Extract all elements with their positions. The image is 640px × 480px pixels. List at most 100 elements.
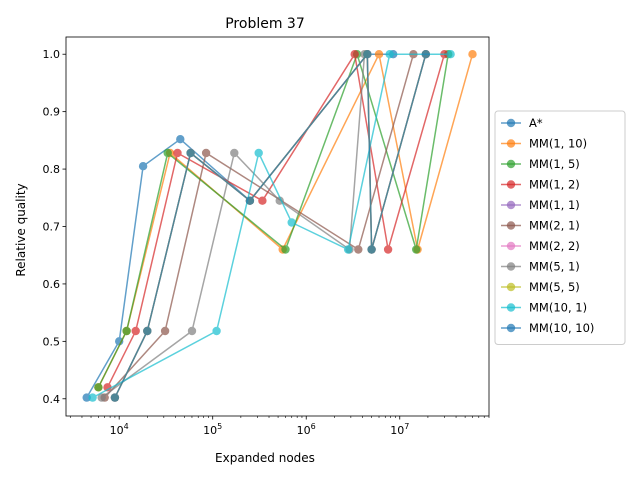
legend-entry: MM(5, 5) <box>501 280 580 294</box>
series-4 <box>110 50 430 402</box>
legend-entry: MM(10, 10) <box>501 321 594 335</box>
data-point <box>363 50 372 59</box>
data-point <box>82 393 91 402</box>
data-point <box>138 162 148 171</box>
data-point <box>421 50 430 59</box>
legend-marker <box>506 241 516 251</box>
data-point <box>412 245 421 254</box>
data-point <box>385 50 394 59</box>
data-point <box>122 326 131 336</box>
legend-entry: MM(10, 1) <box>501 301 587 315</box>
data-point <box>176 135 185 144</box>
y-tick-label: 0.8 <box>43 163 61 176</box>
legend-entry: MM(1, 5) <box>501 157 580 171</box>
series-line <box>97 51 474 388</box>
legend-box <box>494 110 626 345</box>
data-point <box>187 326 197 336</box>
data-point <box>88 393 97 402</box>
legend-marker <box>506 118 516 128</box>
y-tick-label: 0.9 <box>43 106 61 119</box>
x-tick-label: 106 <box>297 422 316 437</box>
x-tick-label: 105 <box>203 422 222 437</box>
data-point <box>468 50 477 59</box>
data-point <box>186 148 195 158</box>
legend-marker <box>506 159 516 169</box>
series-line <box>92 53 451 399</box>
legend-marker <box>506 303 516 312</box>
legend-marker <box>506 200 516 210</box>
x-tick-label: 107 <box>390 422 409 437</box>
series-6 <box>110 50 430 402</box>
axes: 104 105 106 107 0.4 0.5 0.6 0.7 0.8 0.9 1.0 <box>43 48 490 437</box>
legend-label: A* <box>529 116 543 130</box>
legend-label: MM(1, 5) <box>529 157 580 171</box>
legend-marker <box>506 221 516 230</box>
series-9 <box>88 50 455 402</box>
legend-marker <box>506 282 516 292</box>
data-point <box>230 148 239 158</box>
legend-label: MM(2, 2) <box>529 239 580 253</box>
legend-label: MM(2, 1) <box>529 219 580 233</box>
data-point <box>374 50 384 59</box>
data-point <box>160 326 170 336</box>
series-7 <box>97 50 369 402</box>
data-point <box>254 148 263 158</box>
legend-entry: MM(1, 10) <box>501 137 587 151</box>
legend-entry: MM(1, 1) <box>501 198 580 212</box>
y-tick-label: 0.6 <box>43 278 61 291</box>
x-tick-label: 104 <box>110 422 129 437</box>
data-point <box>245 196 255 205</box>
series-5 <box>100 50 418 402</box>
y-tick-label: 0.4 <box>43 393 61 406</box>
chart-title: Problem 37 <box>225 16 305 32</box>
legend-label: MM(10, 1) <box>529 301 587 315</box>
legend-marker <box>506 139 516 148</box>
legend: A* MM(1, 10) MM(1, 5) MM(1, 2) MM(1, 1) MM(2,… <box>494 110 626 345</box>
series-8 <box>110 50 430 402</box>
series-10 <box>110 50 430 402</box>
legend-label: MM(1, 10) <box>529 137 587 151</box>
series-line <box>86 53 394 398</box>
data-point <box>281 245 290 254</box>
legend-entry: MM(2, 2) <box>501 239 580 253</box>
legend-label: MM(1, 1) <box>529 198 580 212</box>
y-tick-label: 0.5 <box>43 335 61 348</box>
data-point <box>354 245 363 254</box>
series-line <box>101 54 366 399</box>
y-tick-label: 0.7 <box>43 221 61 234</box>
data-point <box>103 383 112 392</box>
data-point <box>367 245 376 254</box>
data-point <box>173 148 182 158</box>
series-0 <box>82 50 398 402</box>
plot-frame <box>65 36 490 417</box>
data-point <box>131 326 140 336</box>
y-axis-title: Relative quality <box>14 183 28 276</box>
plot-area <box>82 50 477 402</box>
y-tick-label: 1.0 <box>43 48 61 61</box>
data-point <box>446 50 455 59</box>
legend-label: MM(5, 5) <box>529 280 580 294</box>
data-point <box>350 50 359 59</box>
data-point <box>97 393 106 402</box>
legend-entry: MM(5, 1) <box>501 260 580 274</box>
data-point <box>163 148 172 158</box>
data-point <box>201 148 211 158</box>
legend-entry: MM(2, 1) <box>501 219 580 233</box>
legend-marker <box>506 180 516 189</box>
data-point <box>287 218 296 227</box>
legend-entry: MM(1, 2) <box>501 178 580 192</box>
data-point <box>383 245 393 254</box>
data-point <box>115 337 124 346</box>
data-point <box>212 326 221 336</box>
legend-label: MM(1, 2) <box>529 178 580 192</box>
legend-marker <box>506 262 516 271</box>
data-point <box>258 196 267 205</box>
legend-marker <box>506 323 516 333</box>
legend-label: MM(10, 10) <box>529 321 594 335</box>
data-point <box>94 383 103 392</box>
data-point <box>110 393 120 402</box>
x-axis-title: Expanded nodes <box>215 451 315 465</box>
data-point <box>343 245 353 254</box>
legend-label: MM(5, 1) <box>529 260 580 274</box>
